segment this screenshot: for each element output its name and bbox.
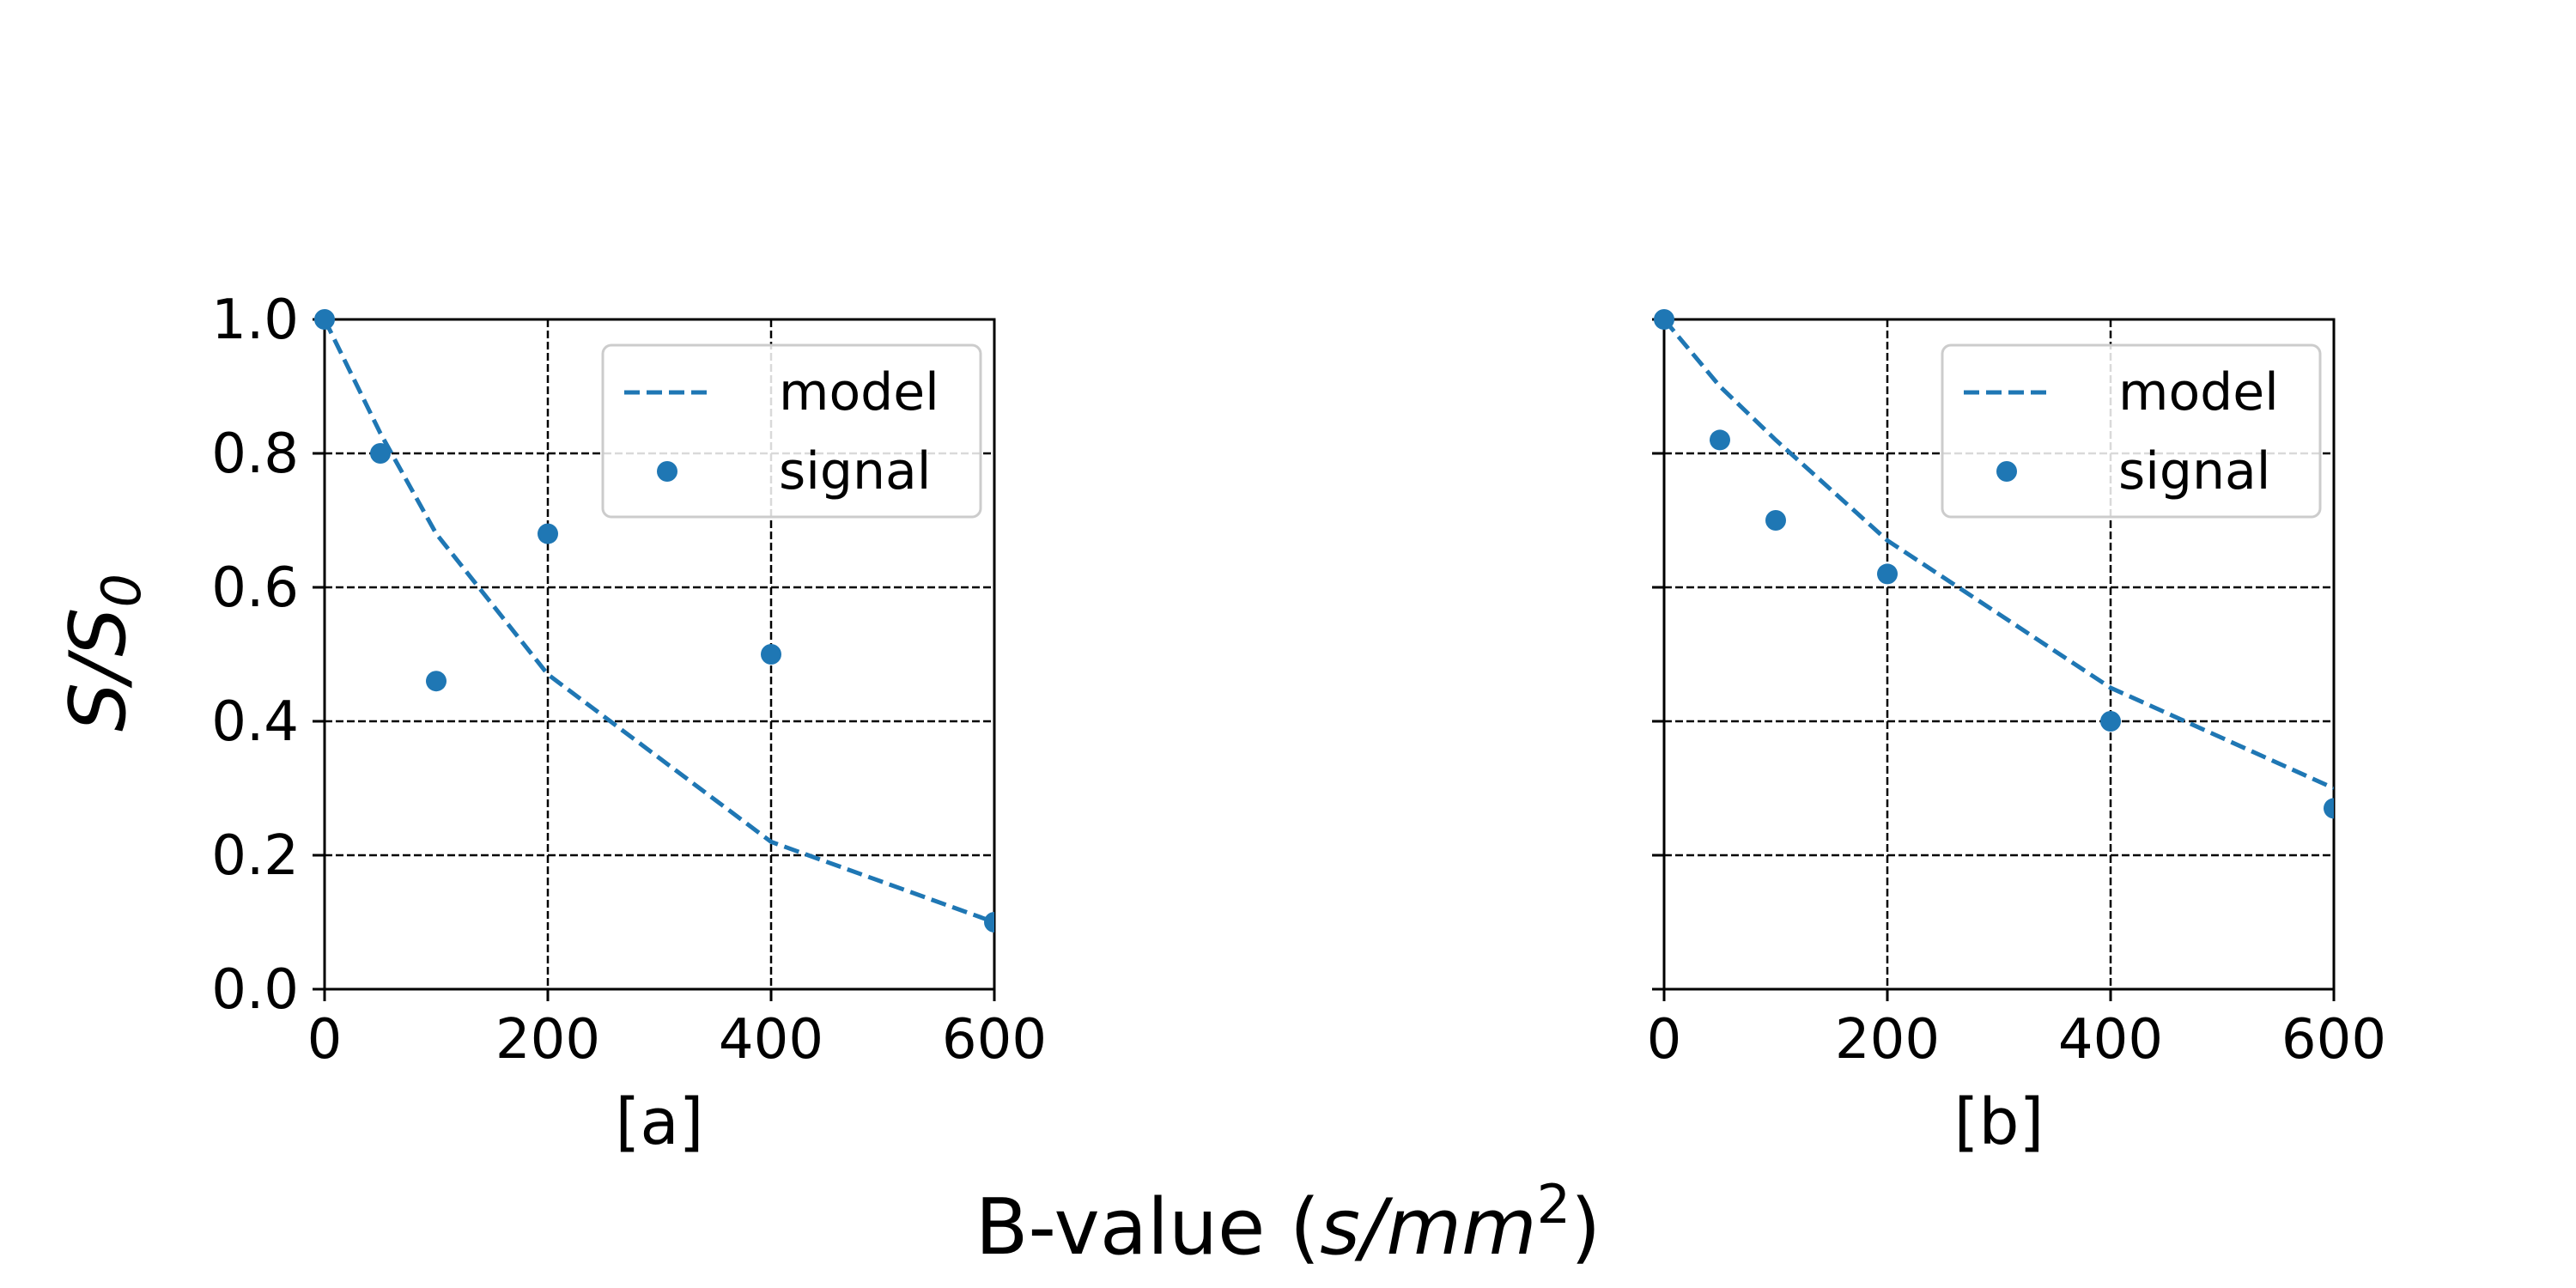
y-tick-label: 0.0	[211, 958, 299, 1022]
y-tick-label: 0.8	[211, 422, 299, 486]
y-tick-label: 0.2	[211, 824, 299, 888]
series-signal-point	[426, 671, 447, 692]
x-tick-label: 0	[307, 1008, 343, 1072]
series-signal-point	[370, 443, 391, 464]
series-model-line	[322, 318, 994, 925]
x-tick-label: 600	[2281, 1008, 2386, 1072]
x-tick-label: 400	[2058, 1008, 2163, 1072]
series-signal-point	[1710, 429, 1730, 451]
series-signal-point	[2100, 711, 2121, 732]
supylabel-subscript: 0	[90, 574, 153, 607]
supxlabel-superscript: 2	[1537, 1173, 1571, 1236]
series-signal-point	[2324, 798, 2334, 819]
panel-a: 0 200 400 600 0.0 0.2 0.4 0.6 0.8 1.0 [a] model sign…	[211, 289, 1047, 1159]
series-signal-point	[761, 644, 781, 665]
legend-box	[1941, 343, 2322, 519]
supxlabel-math: s/mm	[1320, 1182, 1537, 1273]
axes-frame	[1662, 318, 2336, 991]
legend-label: signal	[779, 441, 931, 501]
x-tick-label: 200	[495, 1008, 600, 1072]
series-model-line	[1662, 318, 2334, 791]
y-tick-label: 0.6	[211, 556, 299, 620]
legend-label: model	[2118, 362, 2279, 422]
series-signal-point	[1765, 510, 1786, 531]
x-tick-label: 200	[1835, 1008, 1940, 1072]
series-signal-point	[1654, 309, 1674, 330]
supylabel: S/S0	[53, 574, 153, 732]
series-signal-point	[314, 309, 335, 330]
series-signal-point	[984, 912, 994, 933]
x-tick-label: 0	[1647, 1008, 1682, 1072]
legend-signal-swatch	[1996, 461, 2017, 482]
legend-label: model	[779, 362, 939, 422]
supxlabel: B-value (s/mm2)	[975, 1173, 1601, 1273]
series-signal-point	[1877, 563, 1898, 585]
panel-b: 0 200 400 600 [b] model signal	[1647, 309, 2386, 1159]
supylabel-math: S/S	[53, 607, 143, 732]
legend-signal-swatch	[657, 461, 677, 482]
axes-frame	[323, 318, 996, 991]
series-signal-point	[538, 523, 558, 544]
x-tick-label: 400	[719, 1008, 823, 1072]
panel-label: [a]	[615, 1085, 703, 1159]
supxlabel-close: )	[1571, 1182, 1601, 1273]
x-tick-label: 600	[942, 1008, 1047, 1072]
legend-box	[601, 343, 982, 519]
panel-label: [b]	[1954, 1085, 2044, 1159]
legend-label: signal	[2118, 441, 2270, 501]
y-tick-label: 1.0	[211, 289, 299, 352]
y-tick-label: 0.4	[211, 690, 299, 754]
supxlabel-plain: B-value (	[975, 1182, 1320, 1273]
